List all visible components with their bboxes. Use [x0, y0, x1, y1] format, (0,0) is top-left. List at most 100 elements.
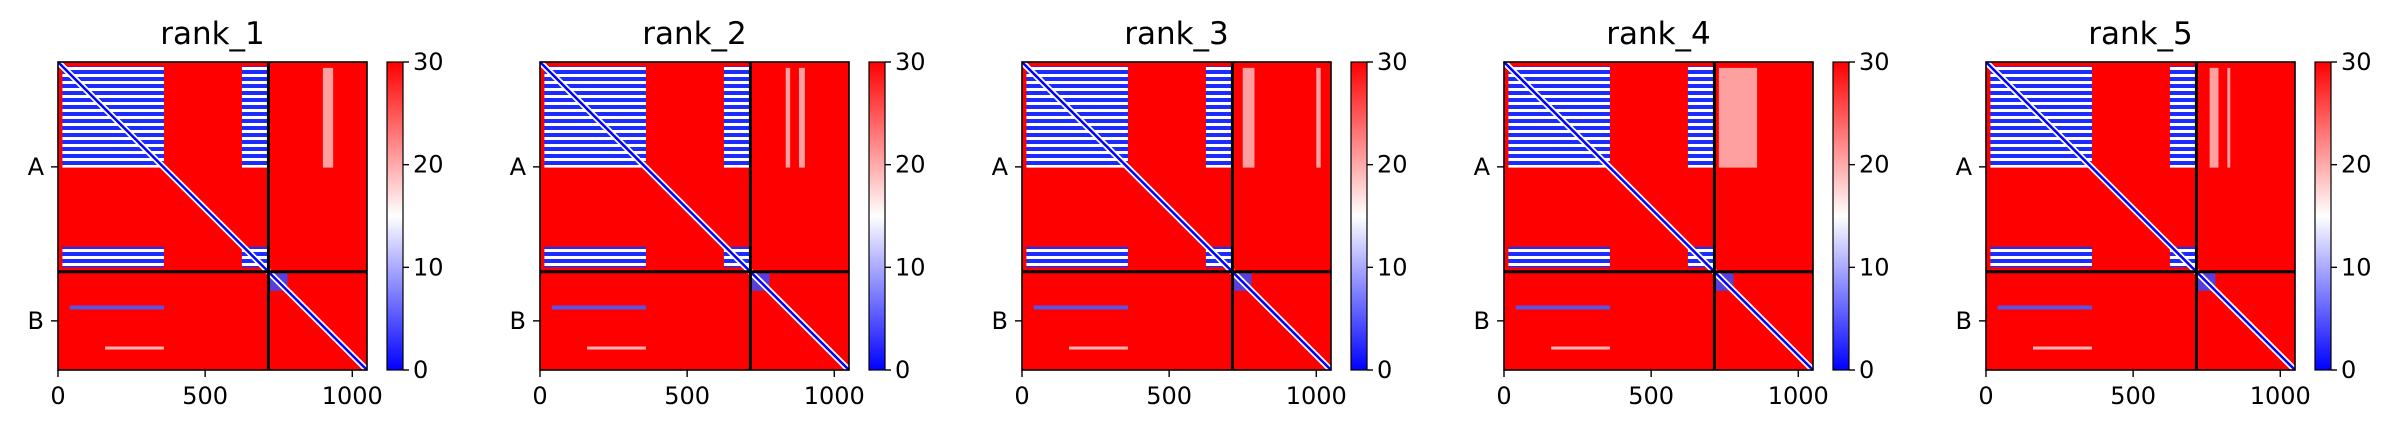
chain-b-column	[798, 67, 805, 168]
diagonal	[1985, 61, 2296, 371]
x-tick-label: 500	[1146, 382, 1192, 410]
colorbar-frame	[1832, 61, 1850, 371]
axes-frame	[1021, 61, 1332, 371]
colorbar-tick-label: 30	[413, 48, 444, 76]
chain-label: A	[1474, 153, 1491, 181]
x-tick-label: 500	[182, 382, 228, 410]
diagonal	[1021, 61, 1332, 371]
x-tick-label: 0	[532, 382, 547, 410]
colorbar-tick-label: 0	[895, 356, 910, 384]
panel-rank_1: rank_1 0 500 1000 A B 0 10 20 30	[28, 16, 444, 410]
interchain-streak	[2033, 346, 2092, 350]
interchain-streak	[1997, 305, 2092, 310]
low-error-block	[1687, 66, 1715, 168]
low-error-block	[723, 66, 751, 168]
panel-title: rank_4	[1606, 16, 1711, 52]
chain-label: A	[510, 153, 527, 181]
chain-label: A	[1956, 153, 1973, 181]
chain-b-column	[1242, 67, 1255, 168]
panel-title: rank_1	[160, 16, 265, 52]
panel-title: rank_3	[1124, 16, 1229, 52]
x-tick-label: 500	[664, 382, 710, 410]
x-tick-label: 1000	[322, 382, 383, 410]
low-error-block	[1026, 246, 1128, 268]
colorbar-tick-label: 0	[413, 356, 428, 384]
axes-frame	[539, 61, 850, 371]
colorbar-tick-label: 30	[1859, 48, 1890, 76]
colorbar-frame	[868, 61, 886, 371]
chain-b-column	[785, 67, 791, 168]
colorbar	[869, 62, 885, 370]
colorbar-tick-label: 30	[895, 48, 926, 76]
chain-label: A	[992, 153, 1009, 181]
panel-rank_5: rank_5 0 500 1000 A B 0 10 20 30	[1956, 16, 2372, 410]
colorbar	[2315, 62, 2331, 370]
x-tick-label: 500	[2110, 382, 2156, 410]
colorbar-tick-label: 30	[1377, 48, 1408, 76]
axes-frame	[1503, 61, 1814, 371]
chain-b-column	[2209, 67, 2219, 168]
interchain-streak	[551, 305, 646, 310]
colorbar	[1833, 62, 1849, 370]
panel-title: rank_2	[642, 16, 747, 52]
interchain-streak	[69, 305, 164, 310]
colorbar-tick-label: 10	[1859, 253, 1890, 281]
colorbar-tick-label: 20	[2341, 151, 2372, 179]
colorbar-frame	[386, 61, 404, 371]
x-tick-label: 500	[1628, 382, 1674, 410]
colorbar-tick-label: 10	[2341, 253, 2372, 281]
chain-b-column	[1316, 67, 1321, 168]
panel-rank_3: rank_3 0 500 1000 A B 0 10 20 30	[992, 16, 1408, 410]
x-tick-label: 0	[50, 382, 65, 410]
axes-frame	[57, 61, 368, 371]
colorbar-tick-label: 20	[1377, 151, 1408, 179]
chain-label: B	[510, 307, 526, 335]
colorbar-tick-label: 30	[2341, 48, 2372, 76]
interchain-streak	[1551, 346, 1610, 350]
low-error-block	[241, 66, 269, 168]
low-error-block	[1205, 66, 1233, 168]
x-tick-label: 0	[1978, 382, 1993, 410]
colorbar-tick-label: 10	[413, 253, 444, 281]
colorbar-tick-label: 0	[1377, 356, 1392, 384]
low-error-block	[1990, 246, 2092, 268]
chain-label: B	[28, 307, 44, 335]
diagonal	[1503, 61, 1814, 371]
chain-b-column	[2227, 67, 2231, 168]
colorbar-tick-label: 0	[2341, 356, 2356, 384]
colorbar	[1351, 62, 1367, 370]
chain-label: B	[1956, 307, 1972, 335]
panel-rank_2: rank_2 0 500 1000 A B 0 10 20 30	[510, 16, 926, 410]
colorbar-frame	[2314, 61, 2332, 371]
diagonal	[539, 61, 850, 371]
colorbar	[387, 62, 403, 370]
colorbar-tick-label: 0	[1859, 356, 1874, 384]
low-error-block	[544, 246, 646, 268]
chain-label: B	[1474, 307, 1490, 335]
interchain-streak	[1515, 305, 1610, 310]
interchain-streak	[1033, 305, 1128, 310]
diagonal	[57, 61, 368, 371]
x-tick-label: 1000	[1286, 382, 1347, 410]
x-tick-label: 0	[1496, 382, 1511, 410]
chain-label: B	[992, 307, 1008, 335]
colorbar-tick-label: 20	[895, 151, 926, 179]
x-tick-label: 1000	[1768, 382, 1829, 410]
panel-rank_4: rank_4 0 500 1000 A B 0 10 20 30	[1474, 16, 1890, 410]
x-tick-label: 1000	[2250, 382, 2311, 410]
chain-b-column	[1718, 67, 1758, 168]
low-error-block	[62, 246, 164, 268]
interchain-streak	[1069, 346, 1128, 350]
colorbar-frame	[1350, 61, 1368, 371]
interchain-streak	[587, 346, 646, 350]
panel-title: rank_5	[2088, 16, 2193, 52]
x-tick-label: 1000	[804, 382, 865, 410]
colorbar-tick-label: 20	[413, 151, 444, 179]
low-error-block	[1508, 246, 1610, 268]
axes-frame	[1985, 61, 2296, 371]
interchain-streak	[105, 346, 164, 350]
colorbar-tick-label: 10	[895, 253, 926, 281]
low-error-block	[2169, 66, 2197, 168]
x-tick-label: 0	[1014, 382, 1029, 410]
